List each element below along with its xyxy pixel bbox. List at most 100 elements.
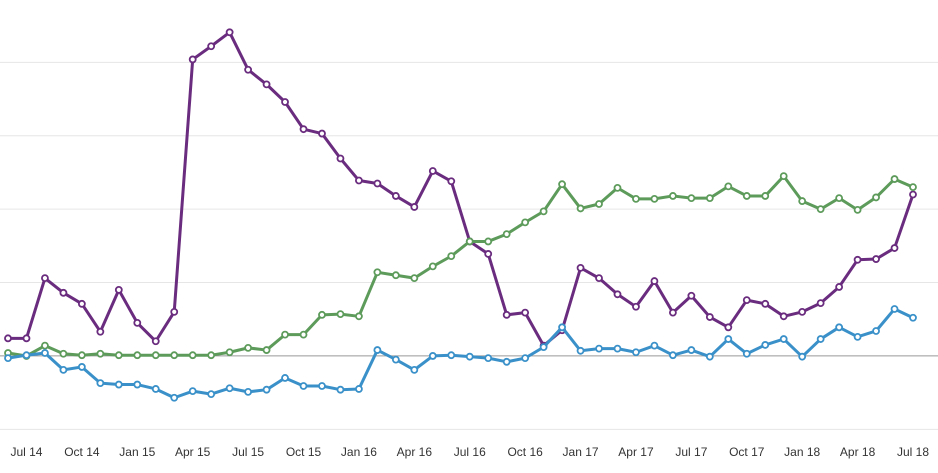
point [318,382,326,390]
point [521,218,530,227]
point [114,285,123,294]
point [355,176,363,185]
x-tick-label: Jul 17 [675,445,707,459]
point [742,192,751,200]
point [151,385,160,393]
x-tick-label: Jan 15 [119,445,155,459]
point [687,194,696,203]
point [318,310,326,319]
point [373,179,382,188]
point [724,323,733,332]
point [244,343,253,352]
point [114,351,123,360]
point [114,380,123,389]
point [595,274,603,283]
point [502,230,511,239]
point [853,255,862,264]
x-tick-label: Jan 18 [784,445,820,459]
point [761,299,770,308]
point [539,207,548,216]
point [170,308,179,316]
point [244,65,253,74]
point [835,194,844,203]
point [170,351,179,360]
point [41,349,49,357]
point [779,312,788,321]
point [853,332,862,341]
point [281,98,289,106]
point [262,385,271,394]
point [355,312,363,321]
point [761,192,770,200]
point [410,274,419,283]
point [761,341,770,349]
point [299,125,308,134]
x-tick-label: Oct 14 [64,445,100,459]
point [632,302,640,311]
point [687,346,696,354]
point [170,393,179,402]
point [724,335,733,343]
x-tick-label: Jul 16 [454,445,486,459]
point [650,277,659,285]
point [225,348,234,357]
point [502,357,511,366]
line [8,30,915,348]
point [355,385,363,393]
point [244,387,253,396]
point [558,180,566,189]
point [225,384,234,393]
point [59,365,68,374]
point [447,351,456,360]
point [613,183,622,192]
point [77,299,86,308]
point [133,319,142,327]
point [133,380,142,389]
x-tick-label: Oct 15 [286,445,322,459]
point [705,194,714,203]
point [687,291,696,300]
x-tick-label: Oct 17 [729,445,765,459]
point [705,313,714,321]
point [521,354,530,363]
point [59,288,68,297]
x-tick-label: Apr 18 [840,445,876,459]
point [262,80,271,89]
point [632,194,640,203]
point [428,167,437,175]
point [724,182,733,191]
point [613,290,622,299]
point [207,42,216,51]
point [41,274,49,283]
point [4,334,12,343]
point [484,250,493,258]
point [816,335,825,343]
point [207,390,216,398]
point [96,379,105,387]
point [668,192,677,200]
point [318,129,326,138]
point [465,352,474,361]
point [650,341,659,350]
point [521,308,530,317]
point [798,308,807,316]
point [151,337,160,346]
point [909,183,917,192]
point [668,351,677,360]
point [281,330,289,339]
point [853,205,862,214]
point [632,348,640,357]
point [742,349,751,358]
x-tick-label: Jul 14 [10,445,42,459]
point [484,237,493,246]
point [336,154,345,163]
point [779,172,788,181]
point [576,204,585,213]
point [188,55,197,64]
point [428,262,437,271]
point [595,200,603,208]
point [576,346,585,355]
x-tick-label: Jan 16 [341,445,377,459]
point [373,346,382,354]
